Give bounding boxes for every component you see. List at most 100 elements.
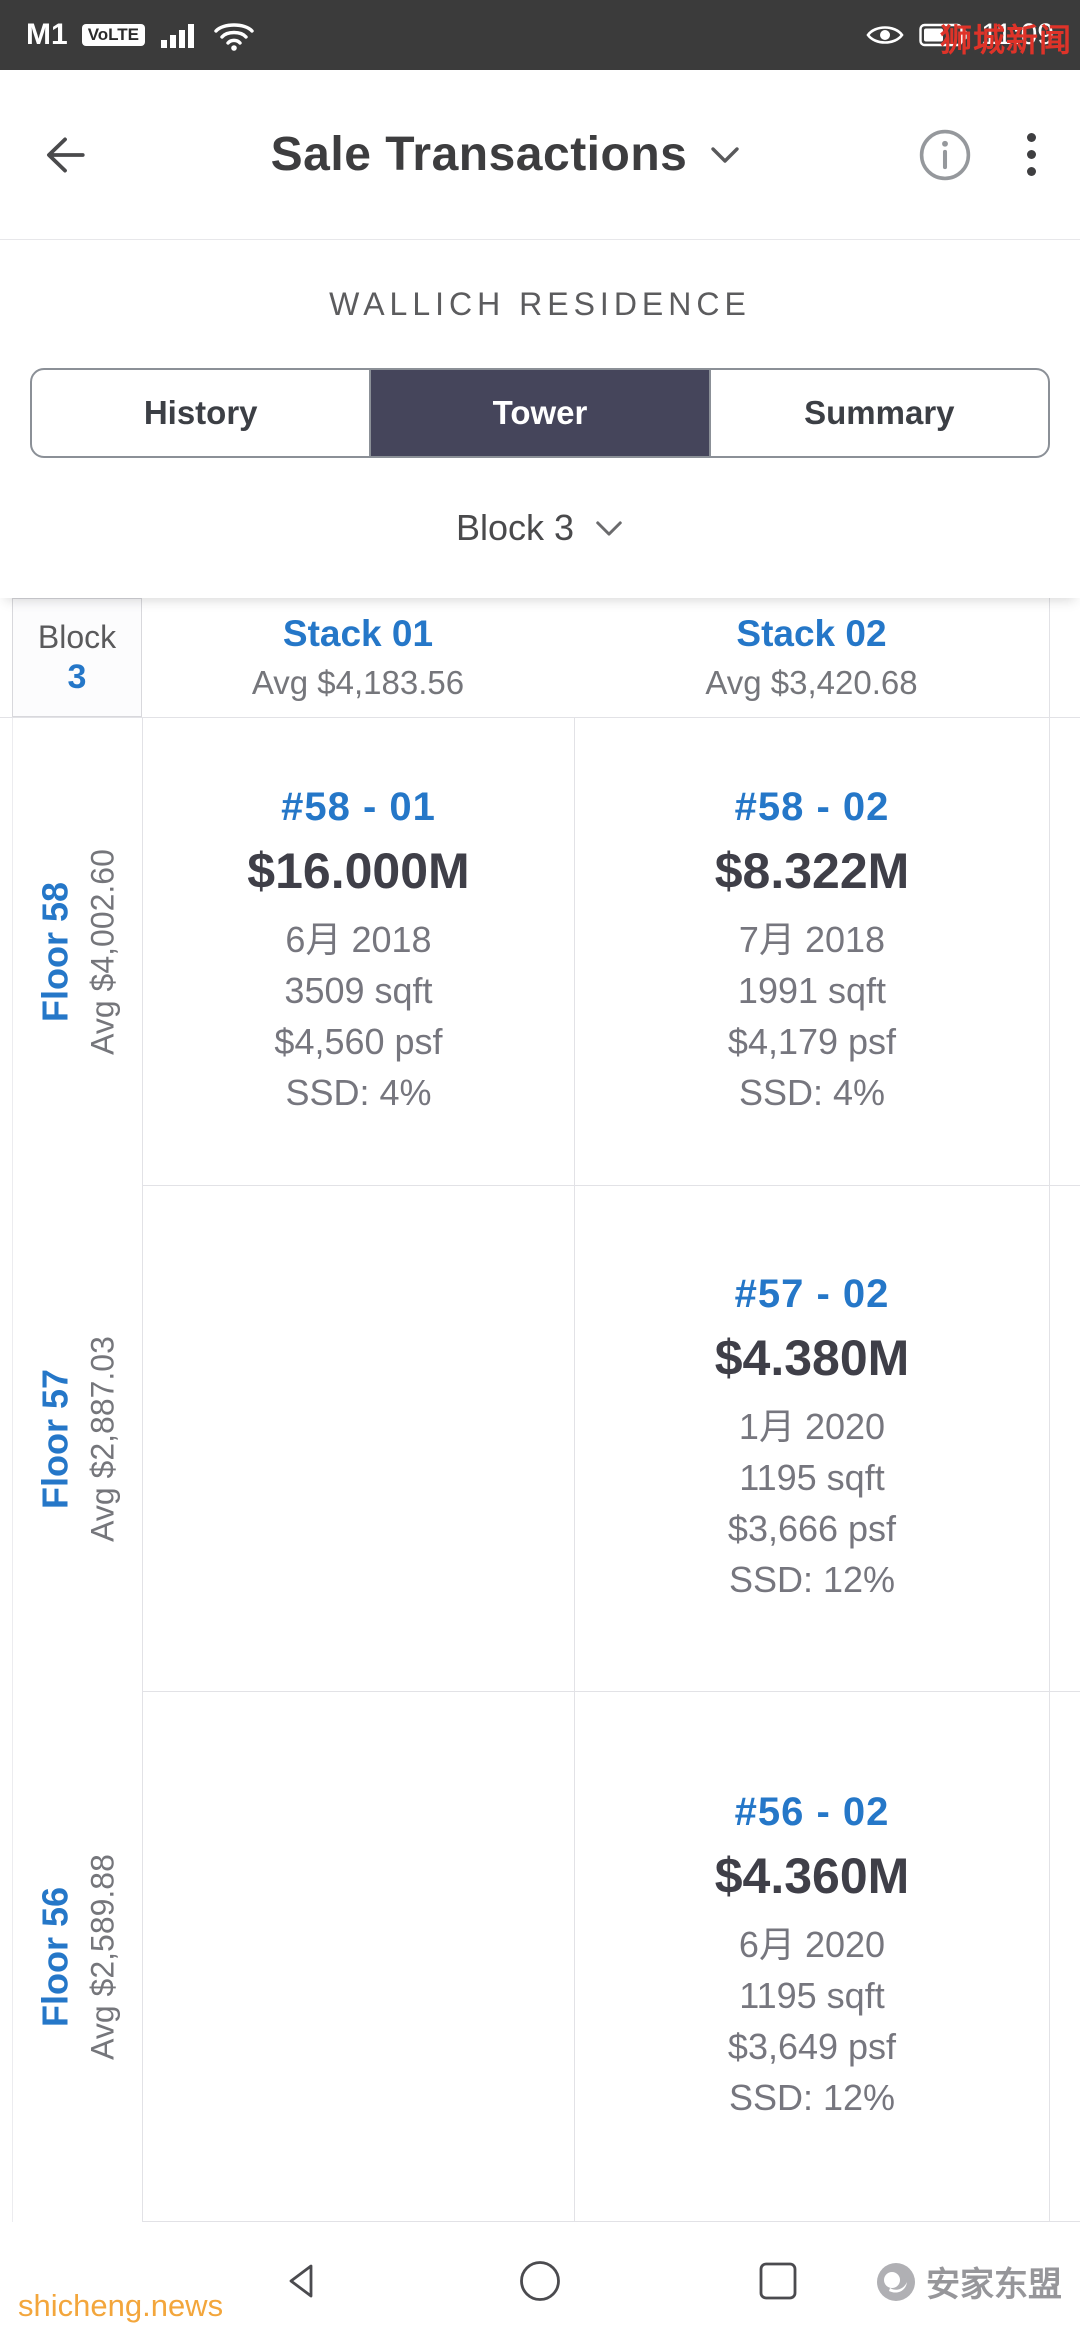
unit-psf: $3,649 psf [727,2026,897,2067]
floor-56-row: Floor 56 Avg $2,589.88 #56 - 02 $4.360M … [0,1692,1080,2222]
unit-psf: $4,560 psf [274,1021,443,1062]
unit-cell-clipped [1049,1186,1080,1692]
stack-02-header: Stack 02 Avg $3,420.68 [574,598,1049,717]
unit-area: 1195 sqft [739,1456,885,1498]
unit-area: 1195 sqft [739,1974,885,2016]
unit-cell-56-02[interactable]: #56 - 02 $4.360M 6月 2020 1195 sqft $3,64… [574,1692,1049,2222]
stack-01-header: Stack 01 Avg $4,183.56 [142,598,574,717]
block-selector[interactable]: Block 3 [0,458,1080,598]
tab-summary[interactable]: Summary [708,370,1048,456]
back-button[interactable] [34,125,94,185]
floor-rotated-label: Floor 58 Avg $4,002.60 [34,849,121,1055]
tab-tower[interactable]: Tower [369,370,709,456]
unit-date: 1月 2020 [738,1405,886,1447]
title-dropdown[interactable]: Sale Transactions [94,127,918,182]
watermark-logo-icon [877,2262,915,2301]
floor-rotated-label: Floor 57 Avg $2,887.03 [34,1336,121,1542]
stack-03-header-clipped [1049,598,1080,717]
unit-psf: $4,179 psf [727,1021,897,1062]
block-selector-label: Block 3 [455,507,575,548]
unit-price: $4.380M [714,1329,910,1386]
tower-table-header: Block 3 Stack 01 Avg $4,183.56 Stack 02 … [0,598,1080,718]
unit-cell-57-01-empty [142,1186,574,1692]
unit-ssd: SSD: 4% [285,1072,432,1114]
unit-details: 6月 2018 3509 sqft $4,560 psf SSD: 4% [274,914,442,1118]
floor-57-row: Floor 57 Avg $2,887.03 #57 - 02 $4.380M … [0,1186,1080,1692]
unit-ssd: SSD: 12% [728,2077,896,2119]
corner-value: 3 [67,657,87,696]
tab-history[interactable]: History [143,394,258,431]
unit-cell-56-01-empty [142,1692,574,2222]
nav-back-triangle-icon [289,2264,313,2298]
nav-recents-square-icon [759,2262,797,2300]
unit-ssd: SSD: 12% [728,1559,896,1601]
watermark-bottom-right: 安家东盟 [876,2257,1062,2306]
watermark-text: 安家东盟 [926,2266,1062,2304]
floor-avg: Avg $2,589.88 [84,1854,120,2060]
property-panel: WALLICH RESIDENCE History Tower Summary … [0,240,1080,598]
status-bar: M1 VoLTE 11:09 狮城新闻 [0,0,1080,70]
unit-psf: $3,666 psf [727,1508,897,1549]
info-icon [919,129,971,180]
carrier-label: M1 [26,18,68,51]
back-arrow-icon [47,137,85,172]
floor-57-label-cell: Floor 57 Avg $2,887.03 [12,1186,142,1692]
unit-date: 6月 2018 [285,918,432,960]
corner-label: Block [37,618,117,655]
menu-dot [1026,150,1036,159]
unit-cell-58-02[interactable]: #58 - 02 $8.322M 7月 2018 1991 sqft $4,17… [574,718,1049,1186]
battery-icon [919,23,967,47]
volte-badge: VoLTE [81,23,145,47]
unit-cell-58-01[interactable]: #58 - 01 $16.000M 6月 2018 3509 sqft $4,5… [142,718,574,1186]
app-header: Sale Transactions [0,70,1080,240]
view-tabs: History Tower Summary [30,368,1050,458]
floor-avg: Avg $4,002.60 [84,849,120,1055]
eye-comfort-icon [866,26,904,44]
unit-date: 6月 2020 [738,1923,886,1965]
floor-56-label-cell: Floor 56 Avg $2,589.88 [12,1692,142,2222]
floor-name: Floor 57 [34,1368,75,1510]
title-chevron-down-icon [711,146,740,163]
signal-icon [161,24,194,48]
stack-avg: Avg $4,183.56 [251,664,465,701]
unit-number: #56 - 02 [734,1789,890,1834]
unit-details: 7月 2018 1991 sqft $4,179 psf SSD: 4% [728,914,896,1118]
unit-details: 6月 2020 1195 sqft $3,649 psf SSD: 12% [728,1919,896,2123]
unit-number: #58 - 02 [734,784,890,829]
unit-price: $16.000M [247,842,470,899]
floor-name: Floor 58 [34,881,75,1023]
unit-cell-clipped [1049,1692,1080,2222]
stack-name: Stack 02 [736,613,887,654]
property-name: WALLICH RESIDENCE [329,286,751,322]
nav-home-button[interactable] [510,2251,570,2311]
nav-recents-button[interactable] [748,2251,808,2311]
floor-rotated-label: Floor 56 Avg $2,589.88 [34,1854,121,2060]
menu-dot [1026,133,1036,142]
unit-price: $8.322M [714,842,910,899]
page-title: Sale Transactions [270,128,688,181]
menu-dot [1026,167,1036,176]
nav-home-circle-icon [520,2261,560,2301]
floor-58-label-cell: Floor 58 Avg $4,002.60 [12,718,142,1186]
floor-58-row: Floor 58 Avg $4,002.60 #58 - 01 $16.000M… [0,718,1080,1186]
unit-cell-57-02[interactable]: #57 - 02 $4.380M 1月 2020 1195 sqft $3,66… [574,1186,1049,1692]
watermark-top-right: 狮城新闻 [939,22,1072,58]
info-button[interactable] [918,128,972,182]
stack-name: Stack 01 [282,613,434,654]
unit-area: 3509 sqft [284,969,433,1011]
watermark-bottom-left: shicheng.news [18,2288,224,2323]
stack-avg: Avg $3,420.68 [705,664,918,701]
overflow-menu-button[interactable] [1016,125,1046,185]
unit-number: #58 - 01 [281,784,436,829]
unit-area: 1991 sqft [737,969,887,1011]
unit-ssd: SSD: 4% [738,1072,886,1114]
floor-avg: Avg $2,887.03 [84,1336,120,1542]
unit-cell-clipped [1049,718,1080,1186]
nav-back-button[interactable] [272,2251,332,2311]
unit-date: 7月 2018 [738,918,886,960]
block-chevron-down-icon [596,520,622,536]
block-corner-cell: Block 3 [12,598,142,717]
unit-number: #57 - 02 [734,1271,890,1316]
unit-details: 1月 2020 1195 sqft $3,666 psf SSD: 12% [728,1401,896,1605]
